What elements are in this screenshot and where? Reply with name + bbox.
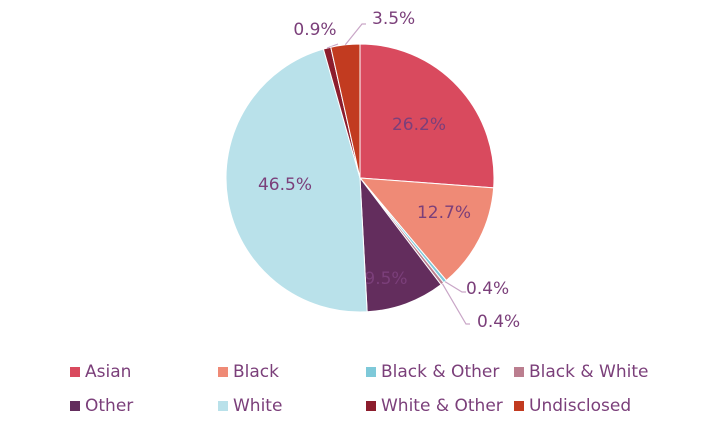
data-label-asian: 26.2% <box>392 115 446 135</box>
data-label-black-other: 0.4% <box>466 279 509 299</box>
legend-swatch-other <box>70 401 80 411</box>
data-label-black: 12.7% <box>417 203 471 223</box>
leader-line-black-white <box>441 283 470 325</box>
legend-label-black-other: Black & Other <box>381 362 500 382</box>
data-label-undisclosed: 3.5% <box>372 9 415 29</box>
leader-line-undisclosed <box>344 23 366 46</box>
legend-item-undisclosed: Undisclosed <box>514 396 631 416</box>
legend-item-black: Black <box>218 362 279 382</box>
legend-swatch-black <box>218 367 228 377</box>
pie-slice-other <box>359 176 442 313</box>
legend-item-black-white: Black & White <box>514 362 649 382</box>
legend-swatch-black-other <box>366 367 376 377</box>
leader-line-black-other <box>444 281 466 293</box>
legend-swatch-undisclosed <box>514 401 524 411</box>
legend-label-black: Black <box>233 362 279 382</box>
pie-slice-asian <box>359 43 495 189</box>
data-label-white: 46.5% <box>258 175 312 195</box>
legend-swatch-asian <box>70 367 80 377</box>
legend-label-other: Other <box>85 396 134 416</box>
legend-swatch-black-white <box>514 367 524 377</box>
data-label-white-other: 0.9% <box>293 20 336 40</box>
legend-item-black-other: Black & Other <box>366 362 499 382</box>
legend-swatch-white-other <box>366 401 376 411</box>
legend-item-other: Other <box>70 396 133 416</box>
legend-label-asian: Asian <box>85 362 132 382</box>
legend-item-white: White <box>218 396 282 416</box>
data-label-other: 9.5% <box>364 269 407 289</box>
legend-swatch-white <box>218 401 228 411</box>
legend-label-white: White <box>233 396 283 416</box>
legend-item-white-other: White & Other <box>366 396 503 416</box>
legend-item-asian: Asian <box>70 362 131 382</box>
legend-label-black-white: Black & White <box>529 362 649 382</box>
leader-line-white-other <box>326 43 339 49</box>
legend-label-white-other: White & Other <box>381 396 503 416</box>
legend-label-undisclosed: Undisclosed <box>529 396 632 416</box>
data-label-black-white: 0.4% <box>477 312 520 332</box>
pie-slice-black <box>358 177 495 282</box>
pie-slice-white <box>225 48 368 313</box>
